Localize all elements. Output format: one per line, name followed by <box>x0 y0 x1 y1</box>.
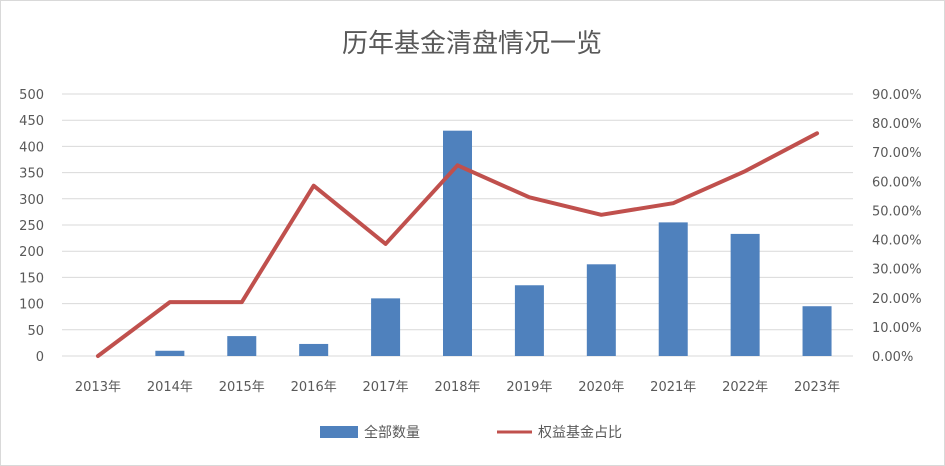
x-tick-label: 2016年 <box>291 380 337 395</box>
bar <box>802 306 832 356</box>
bar <box>371 298 401 356</box>
line-point <box>527 195 531 199</box>
x-tick-label: 2022年 <box>722 380 768 395</box>
right-tick-label: 10.00% <box>872 321 922 336</box>
line-point <box>599 213 603 217</box>
line-point <box>240 300 244 304</box>
x-tick-label: 2021年 <box>650 380 696 395</box>
bar <box>299 343 329 356</box>
line-point <box>743 169 747 173</box>
x-tick-label: 2013年 <box>75 380 121 395</box>
right-tick-label: 60.00% <box>872 175 922 190</box>
left-tick-label: 150 <box>19 271 44 286</box>
chart-title: 历年基金清盘情况一览 <box>342 29 602 59</box>
bar <box>658 222 688 356</box>
left-tick-label: 0 <box>36 350 44 365</box>
bar-series <box>155 130 832 356</box>
right-tick-label: 70.00% <box>872 146 922 161</box>
bar <box>155 350 185 356</box>
right-tick-label: 90.00% <box>872 88 922 103</box>
legend-label-bar: 全部数量 <box>364 424 420 441</box>
x-axis-labels: 2013年 2014年 2015年 2016年 2017年 2018年 2019年 2020年… <box>75 380 840 395</box>
bar <box>730 233 760 356</box>
x-tick-label: 2020年 <box>578 380 624 395</box>
bar <box>227 336 257 356</box>
line-point <box>168 300 172 304</box>
x-tick-label: 2019年 <box>506 380 552 395</box>
x-tick-label: 2015年 <box>219 380 265 395</box>
line-point <box>96 354 100 358</box>
left-axis-ticks: 0 50 100 150 200 250 300 350 400 450 500 <box>19 88 44 365</box>
line-series <box>95 131 820 358</box>
line-point <box>815 131 819 135</box>
right-tick-label: 0.00% <box>872 350 913 365</box>
right-tick-label: 50.00% <box>872 204 922 219</box>
left-tick-label: 200 <box>19 245 44 260</box>
line-point <box>384 242 388 246</box>
legend-swatch-bar <box>320 426 358 438</box>
left-tick-label: 50 <box>27 324 44 339</box>
right-axis-ticks: 0.00% 10.00% 20.00% 30.00% 40.00% 50.00% 60.00… <box>872 88 922 365</box>
line-point <box>671 201 675 205</box>
left-tick-label: 500 <box>19 88 44 103</box>
legend: 全部数量 权益基金占比 <box>320 424 622 441</box>
x-tick-label: 2018年 <box>434 380 480 395</box>
left-tick-label: 350 <box>19 167 44 182</box>
left-tick-label: 450 <box>19 114 44 129</box>
left-tick-label: 400 <box>19 140 44 155</box>
left-tick-label: 300 <box>19 193 44 208</box>
x-tick-label: 2014年 <box>147 380 193 395</box>
right-tick-label: 30.00% <box>872 263 922 278</box>
right-tick-label: 40.00% <box>872 234 922 249</box>
legend-label-line: 权益基金占比 <box>538 424 622 441</box>
x-tick-label: 2017年 <box>363 380 409 395</box>
x-tick-label: 2023年 <box>794 380 840 395</box>
left-tick-label: 250 <box>19 219 44 234</box>
right-tick-label: 80.00% <box>872 117 922 132</box>
bar <box>514 285 544 356</box>
bar <box>586 264 616 356</box>
left-tick-label: 100 <box>19 298 44 313</box>
line-point <box>312 184 316 188</box>
right-tick-label: 20.00% <box>872 292 922 307</box>
line-point <box>456 163 459 167</box>
